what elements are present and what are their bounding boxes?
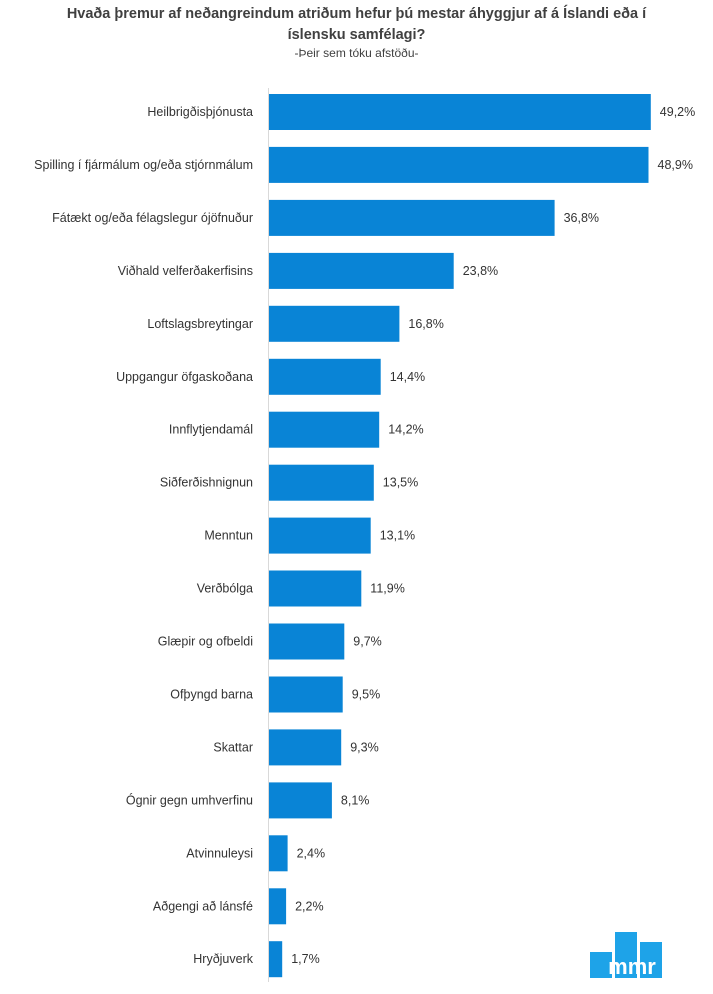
value-label: 48,9% (658, 158, 693, 172)
category-label: Aðgengi að lánsfé (153, 899, 253, 913)
category-label: Siðferðishnignun (160, 476, 253, 490)
bar (269, 411, 380, 448)
category-label: Atvinnuleysi (186, 846, 253, 860)
bar (269, 305, 400, 342)
bar (269, 517, 371, 554)
value-label: 14,2% (388, 423, 423, 437)
bar (269, 676, 343, 713)
bar (269, 199, 555, 236)
bar (269, 570, 362, 607)
bar (269, 835, 288, 872)
category-label: Loftslagsbreytingar (147, 317, 253, 331)
logo-text: mmr (608, 954, 656, 978)
bar (269, 146, 649, 183)
bar (269, 782, 332, 819)
chart-title-line-2: íslensku samfélagi? (287, 27, 426, 43)
category-label: Ofþyngd barna (170, 688, 253, 702)
bar (269, 94, 651, 130)
value-label: 16,8% (408, 317, 443, 331)
category-label: Glæpir og ofbeldi (158, 635, 253, 649)
value-label: 8,1% (341, 793, 370, 807)
chart-title: Hvaða þremur af neðangreindum atriðum he… (0, 4, 713, 46)
bar (269, 358, 381, 395)
value-label: 1,7% (291, 952, 320, 966)
value-label: 9,7% (353, 635, 382, 649)
value-label: 9,3% (350, 740, 379, 754)
category-label: Innflytjendamál (169, 423, 253, 437)
bars-group: Heilbrigðisþjónusta 49,2% Spilling í fjárm… (34, 94, 695, 978)
mmr-logo-icon: mmr (590, 932, 662, 978)
value-label: 13,1% (380, 529, 415, 543)
value-label: 2,2% (295, 899, 324, 913)
category-label: Menntun (204, 529, 253, 543)
value-label: 36,8% (564, 211, 599, 225)
value-label: 11,9% (370, 582, 405, 596)
bar (269, 623, 345, 660)
category-label: Hryðjuverk (193, 952, 253, 966)
chart-title-line-1: Hvaða þremur af neðangreindum atriðum he… (66, 6, 647, 22)
category-label: Verðbólga (197, 582, 253, 596)
value-label: 9,5% (352, 688, 381, 702)
bar (269, 252, 454, 289)
category-label: Viðhald velferðakerfisins (118, 264, 253, 278)
value-label: 13,5% (383, 476, 418, 490)
category-label: Ógnir gegn umhverfinu (126, 792, 253, 807)
value-label: 49,2% (660, 105, 695, 119)
chart-subtitle: -Þeir sem tóku afstöðu- (294, 46, 419, 60)
category-label: Uppgangur öfgaskoðana (116, 370, 253, 384)
value-label: 14,4% (390, 370, 425, 384)
bar (269, 464, 374, 501)
category-label: Fátækt og/eða félagslegur ójöfnuður (52, 211, 253, 225)
value-label: 2,4% (297, 846, 326, 860)
category-label: Spilling í fjármálum og/eða stjórnmálum (34, 158, 253, 172)
value-label: 23,8% (463, 264, 498, 278)
bar (269, 888, 287, 925)
category-label: Heilbrigðisþjónusta (147, 105, 253, 119)
bar (269, 941, 283, 978)
bar (269, 729, 342, 766)
category-label: Skattar (213, 740, 253, 754)
